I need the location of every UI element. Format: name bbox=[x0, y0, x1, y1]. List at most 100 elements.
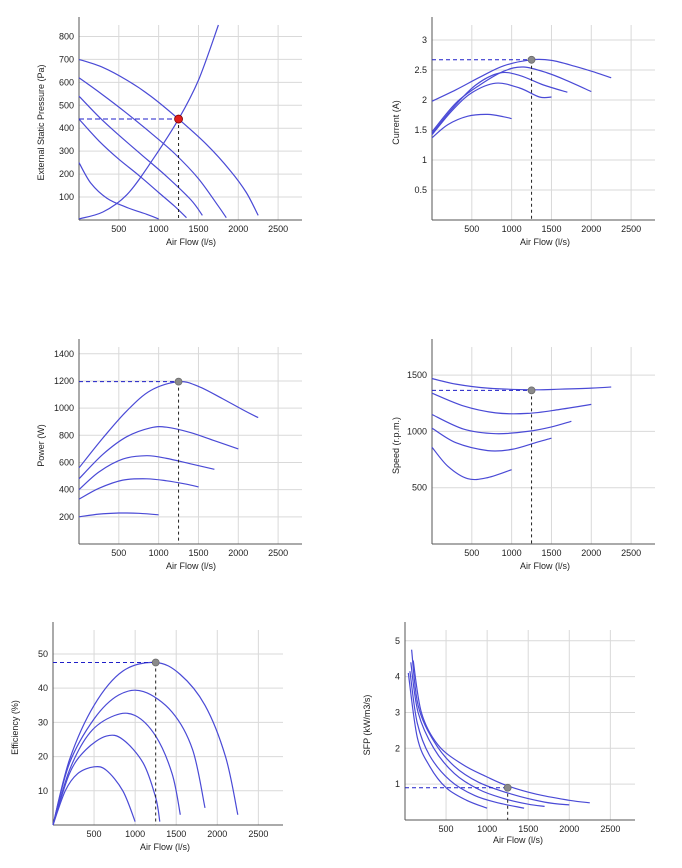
series-line-4 bbox=[78, 512, 159, 518]
y-axis-label: External Static Pressure (Pa) bbox=[36, 64, 46, 180]
x-axis-label: Air Flow (l/s) bbox=[520, 561, 570, 571]
y-tick-label: 500 bbox=[59, 100, 74, 110]
y-tick-label: 1400 bbox=[54, 349, 74, 359]
y-tick-label: 400 bbox=[59, 485, 74, 495]
series-line-1 bbox=[78, 426, 239, 480]
series-line-0 bbox=[78, 380, 259, 469]
y-tick-label: 800 bbox=[59, 31, 74, 41]
y-tick-label: 1 bbox=[395, 779, 400, 789]
y-tick-label: 20 bbox=[38, 752, 48, 762]
series-line-4 bbox=[407, 672, 488, 809]
x-tick-label: 1000 bbox=[125, 829, 145, 839]
y-tick-label: 300 bbox=[59, 146, 74, 156]
x-tick-label: 1000 bbox=[477, 824, 497, 834]
x-tick-label: 2500 bbox=[248, 829, 268, 839]
x-tick-label: 500 bbox=[111, 224, 126, 234]
x-tick-label: 500 bbox=[464, 548, 479, 558]
chart-sfp: 500 1000 1500 2000 2500 1 2 3 4 5 Air Flow (l/s) SF… bbox=[362, 622, 635, 845]
y-axis-label: SFP (kW/m3/s) bbox=[362, 695, 372, 756]
x-tick-label: 1000 bbox=[502, 548, 522, 558]
series-line-0 bbox=[412, 660, 590, 804]
duty-point-marker bbox=[151, 658, 160, 667]
x-tick-label: 500 bbox=[87, 829, 102, 839]
series-line-4 bbox=[431, 113, 512, 139]
duty-point-marker bbox=[527, 386, 536, 395]
chart-efficiency: 500 1000 1500 2000 2500 10 20 30 40 50 Air Flow (l… bbox=[10, 622, 283, 852]
x-tick-label: 2500 bbox=[268, 548, 288, 558]
y-axis-label: Speed (r.p.m.) bbox=[391, 417, 401, 474]
x-tick-label: 500 bbox=[111, 548, 126, 558]
y-tick-label: 800 bbox=[59, 430, 74, 440]
series-line-1 bbox=[431, 392, 592, 415]
x-tick-label: 2000 bbox=[228, 548, 248, 558]
y-tick-label: 600 bbox=[59, 457, 74, 467]
chart-pressure: 500 1000 1500 2000 2500 100 200 300 400 500 600 700… bbox=[36, 17, 302, 247]
y-tick-label: 0.5 bbox=[414, 185, 427, 195]
x-tick-label: 2500 bbox=[268, 224, 288, 234]
y-tick-label: 600 bbox=[59, 77, 74, 87]
series-line-1 bbox=[411, 649, 570, 806]
y-tick-label: 10 bbox=[38, 786, 48, 796]
x-tick-label: 500 bbox=[439, 824, 454, 834]
x-tick-label: 2000 bbox=[228, 224, 248, 234]
y-tick-label: 2 bbox=[422, 95, 427, 105]
series-line-3 bbox=[52, 734, 161, 826]
y-tick-label: 1200 bbox=[54, 376, 74, 386]
x-tick-label: 2000 bbox=[581, 548, 601, 558]
series-line-0 bbox=[431, 58, 612, 102]
x-tick-label: 1500 bbox=[518, 824, 538, 834]
y-tick-label: 700 bbox=[59, 54, 74, 64]
x-axis-label: Air Flow (l/s) bbox=[166, 237, 216, 247]
series-line-3 bbox=[78, 478, 199, 500]
y-axis-label: Efficiency (%) bbox=[10, 700, 20, 755]
series-line-2 bbox=[431, 71, 568, 134]
x-tick-label: 1000 bbox=[149, 548, 169, 558]
series-line-2 bbox=[78, 95, 203, 216]
x-tick-label: 1500 bbox=[188, 224, 208, 234]
y-axis-label: Current (A) bbox=[391, 100, 401, 145]
x-tick-label: 1000 bbox=[502, 224, 522, 234]
y-tick-label: 2.5 bbox=[414, 65, 427, 75]
y-tick-label: 1000 bbox=[54, 403, 74, 413]
duty-point-marker bbox=[174, 114, 183, 124]
y-tick-label: 3 bbox=[395, 707, 400, 717]
series-line-3 bbox=[431, 82, 552, 136]
chart-power: 500 1000 1500 2000 2500 200 400 600 800 1000 1200 1… bbox=[36, 339, 302, 571]
series-line-2 bbox=[78, 455, 215, 491]
y-tick-label: 4 bbox=[395, 672, 400, 682]
y-tick-label: 500 bbox=[412, 483, 427, 493]
x-tick-label: 1500 bbox=[541, 548, 561, 558]
y-tick-label: 200 bbox=[59, 512, 74, 522]
x-axis-label: Air Flow (l/s) bbox=[493, 835, 543, 845]
x-tick-label: 1500 bbox=[188, 548, 208, 558]
series-line-2 bbox=[52, 712, 181, 826]
y-tick-label: 400 bbox=[59, 123, 74, 133]
y-tick-label: 3 bbox=[422, 35, 427, 45]
series-line-5 bbox=[78, 24, 219, 220]
series-line-0 bbox=[431, 377, 612, 391]
y-tick-label: 40 bbox=[38, 683, 48, 693]
x-axis-label: Air Flow (l/s) bbox=[520, 237, 570, 247]
series-line-1 bbox=[78, 77, 227, 219]
series-line-2 bbox=[431, 413, 572, 435]
y-tick-label: 200 bbox=[59, 169, 74, 179]
series-line-3 bbox=[431, 427, 552, 452]
y-tick-label: 1000 bbox=[407, 426, 427, 436]
series-line-2 bbox=[410, 662, 545, 807]
y-tick-label: 1 bbox=[422, 155, 427, 165]
x-tick-label: 2500 bbox=[621, 224, 641, 234]
x-tick-label: 500 bbox=[464, 224, 479, 234]
x-tick-label: 1500 bbox=[541, 224, 561, 234]
x-tick-label: 2000 bbox=[581, 224, 601, 234]
y-tick-label: 5 bbox=[395, 636, 400, 646]
series-line-4 bbox=[431, 446, 512, 481]
y-axis-label: Power (W) bbox=[36, 424, 46, 467]
chart-current: 500 1000 1500 2000 2500 0.5 1 1.5 2 2.5 3 Air Flow … bbox=[391, 17, 655, 247]
x-tick-label: 2000 bbox=[559, 824, 579, 834]
duty-point-marker bbox=[503, 783, 512, 792]
x-axis-label: Air Flow (l/s) bbox=[140, 842, 190, 852]
x-tick-label: 2500 bbox=[621, 548, 641, 558]
y-tick-label: 30 bbox=[38, 717, 48, 727]
x-tick-label: 1000 bbox=[149, 224, 169, 234]
